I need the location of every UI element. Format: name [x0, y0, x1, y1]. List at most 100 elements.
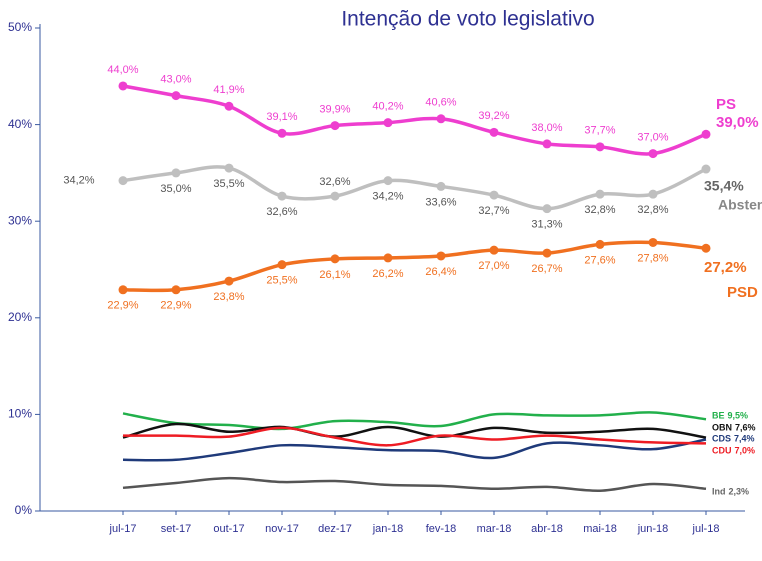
data-point — [277, 260, 287, 270]
data-point — [489, 127, 499, 137]
data-point — [118, 176, 128, 186]
value-label: 7,0% — [735, 445, 756, 455]
value-label: 41,9% — [213, 84, 244, 96]
y-tick-label: 40% — [8, 117, 32, 131]
value-label: 32,8% — [637, 204, 668, 216]
value-label: 7,4% — [734, 433, 755, 443]
value-label: 23,8% — [213, 291, 244, 303]
data-point — [436, 251, 446, 261]
value-label: 40,6% — [425, 97, 456, 109]
value-label: 37,7% — [584, 125, 615, 137]
series-line — [122, 426, 707, 447]
data-point — [171, 168, 181, 178]
value-label: 9,5% — [728, 410, 749, 420]
x-tick-label: jun-18 — [637, 523, 669, 535]
y-tick-label: 30% — [8, 213, 32, 227]
data-point — [436, 181, 446, 191]
value-label: 35,0% — [160, 183, 191, 195]
series-name: OBN — [712, 422, 732, 432]
value-label: 26,7% — [531, 263, 562, 275]
value-label: 37,0% — [637, 131, 668, 143]
value-label: 44,0% — [107, 64, 138, 76]
x-tick-label: dez-17 — [318, 523, 352, 535]
data-point — [595, 142, 605, 152]
data-point — [701, 129, 711, 139]
series-name: PS — [716, 96, 736, 113]
data-point — [648, 149, 658, 159]
data-point — [330, 191, 340, 201]
data-point — [277, 191, 287, 201]
data-point — [224, 163, 234, 173]
value-label: 22,9% — [107, 300, 138, 312]
value-label: 39,0% — [716, 114, 759, 131]
value-label: 27,6% — [584, 254, 615, 266]
data-point — [701, 164, 711, 174]
value-label: 35,4% — [704, 178, 744, 194]
data-point — [542, 204, 552, 214]
data-point — [383, 253, 393, 263]
value-label: 39,1% — [266, 111, 297, 123]
value-label: 31,3% — [531, 219, 562, 231]
series-name: BE — [712, 410, 725, 420]
value-label: 27,8% — [637, 252, 668, 264]
series-name: CDS — [712, 433, 731, 443]
data-point — [277, 128, 287, 138]
value-label: 26,2% — [372, 268, 403, 280]
value-label: 26,1% — [319, 269, 350, 281]
x-tick-label: jan-18 — [372, 523, 404, 535]
x-tick-label: abr-18 — [531, 523, 563, 535]
data-point — [542, 248, 552, 258]
data-point — [595, 239, 605, 249]
data-point — [171, 285, 181, 295]
series-line — [122, 476, 707, 492]
value-label: 26,4% — [425, 266, 456, 278]
y-tick-label: 50% — [8, 20, 32, 34]
x-tick-label: out-17 — [213, 523, 244, 535]
data-point — [436, 114, 446, 124]
series-line — [122, 165, 707, 211]
value-label: 34,2% — [63, 175, 94, 187]
chart-title: Intenção de voto legislativo — [341, 8, 594, 31]
data-point — [383, 176, 393, 186]
data-point — [330, 121, 340, 131]
value-label: 32,6% — [319, 176, 350, 188]
data-point — [648, 237, 658, 247]
value-label: 2,3% — [729, 486, 750, 496]
y-tick-label: 10% — [8, 407, 32, 421]
data-point — [489, 245, 499, 255]
series-line — [122, 411, 707, 431]
data-point — [542, 139, 552, 149]
x-tick-label: mar-18 — [477, 523, 512, 535]
value-label: 32,6% — [266, 206, 297, 218]
series-name: Abstenção — [718, 197, 762, 213]
x-tick-label: jul-17 — [109, 523, 137, 535]
value-label: 27,2% — [704, 259, 747, 276]
data-point — [118, 81, 128, 91]
x-tick-label: fev-18 — [426, 523, 457, 535]
data-point — [489, 190, 499, 200]
data-point — [330, 254, 340, 264]
value-label: 32,8% — [584, 204, 615, 216]
x-tick-label: set-17 — [161, 523, 192, 535]
x-tick-label: mai-18 — [583, 523, 617, 535]
value-label: 32,7% — [478, 205, 509, 217]
value-label: 38,0% — [531, 122, 562, 134]
data-point — [595, 189, 605, 199]
value-label: 39,2% — [478, 110, 509, 122]
x-tick-label: nov-17 — [265, 523, 299, 535]
value-label: 35,5% — [213, 178, 244, 190]
value-label: 39,9% — [319, 103, 350, 115]
series-name: PSD — [727, 284, 758, 301]
series-name: Ind — [712, 486, 726, 496]
series-line — [122, 84, 707, 156]
data-point — [383, 118, 393, 128]
series-line — [122, 240, 707, 293]
value-label: 33,6% — [425, 196, 456, 208]
data-point — [118, 285, 128, 295]
data-point — [701, 243, 711, 253]
series-line — [122, 422, 707, 439]
value-label: 43,0% — [160, 74, 191, 86]
data-point — [224, 276, 234, 286]
